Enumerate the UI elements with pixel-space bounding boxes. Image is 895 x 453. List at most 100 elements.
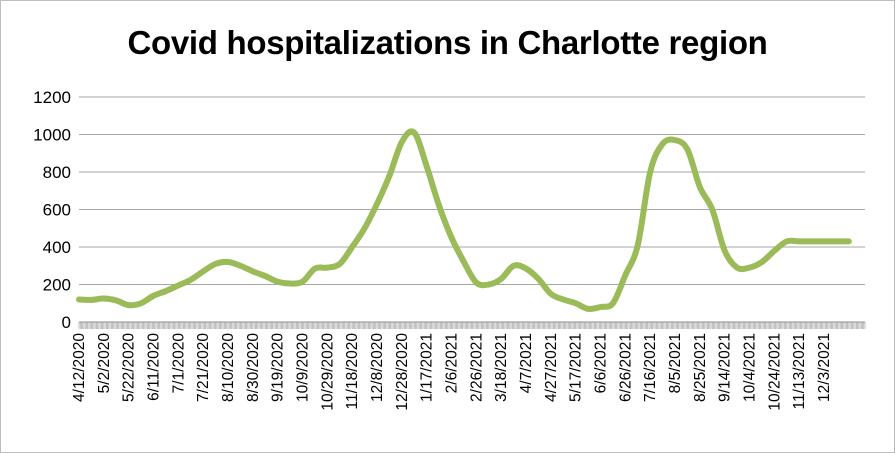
data-point: [699, 186, 701, 188]
y-tick-label: 200: [43, 276, 71, 295]
data-point: [562, 299, 564, 300]
x-tick-label: 8/30/2020: [245, 333, 262, 402]
x-tick-label: 7/21/2020: [195, 333, 212, 402]
data-point: [823, 240, 825, 242]
data-point: [500, 278, 502, 280]
data-point: [388, 175, 390, 177]
x-tick-label: 5/22/2020: [121, 333, 138, 402]
data-point: [600, 306, 602, 308]
x-tick-label: 12/8/2020: [369, 333, 386, 402]
data-point: [749, 267, 751, 269]
data-point: [227, 261, 229, 263]
x-tick-label: 12/3/2021: [816, 333, 833, 402]
data-point: [451, 237, 453, 239]
data-point: [190, 279, 192, 281]
data-point: [252, 270, 254, 272]
data-point: [488, 284, 490, 285]
data-point: [165, 290, 167, 292]
chart-title: Covid hospitalizations in Charlotte regi…: [127, 24, 768, 61]
x-tick-label: 4/12/2020: [71, 333, 88, 402]
x-tick-label: 6/11/2020: [146, 333, 163, 401]
data-point: [711, 209, 713, 210]
x-tick-label: 12/28/2020: [394, 333, 411, 411]
data-point: [612, 302, 614, 304]
data-point: [90, 299, 92, 301]
data-point: [277, 281, 279, 283]
x-tick-label: 5/17/2021: [568, 333, 585, 402]
data-point: [202, 270, 204, 272]
data-point: [177, 284, 179, 286]
x-axis: [78, 321, 866, 329]
grid-lines: [79, 96, 865, 323]
data-point: [351, 246, 353, 248]
x-tick-label: 7/1/2020: [170, 333, 187, 394]
data-point: [587, 308, 589, 310]
data-point: [463, 261, 465, 263]
series-layer: [76, 128, 852, 313]
y-tick-label: 400: [43, 238, 71, 257]
data-point: [302, 281, 304, 283]
data-point: [525, 268, 527, 270]
data-point: [239, 265, 241, 267]
data-point: [649, 171, 651, 173]
data-point: [115, 299, 117, 301]
data-point: [153, 295, 154, 297]
x-axis-minor-ticks: [78, 322, 866, 329]
x-tick-label: 7/16/2021: [642, 333, 659, 402]
data-point: [215, 263, 217, 265]
data-point: [624, 274, 626, 276]
series-line-0: [76, 128, 852, 313]
data-point: [513, 265, 515, 267]
data-point: [103, 298, 105, 300]
data-point: [761, 261, 763, 263]
data-point: [736, 267, 738, 269]
data-point: [835, 240, 837, 242]
data-point: [475, 282, 477, 284]
x-axis-tick-labels: 4/12/2020 5/2/2020 5/22/2020 6/11/2020 7/1/2…: [71, 333, 833, 411]
y-tick-label: 600: [43, 201, 71, 220]
data-point: [575, 302, 577, 304]
data-point: [798, 240, 800, 242]
data-point: [426, 165, 428, 167]
data-point: [786, 240, 788, 242]
y-axis-ticks: 0 200 400 600 800 1000 1200: [33, 88, 71, 332]
x-tick-label: 9/19/2020: [270, 333, 287, 402]
x-tick-label: 8/5/2021: [667, 333, 684, 393]
data-point: [326, 267, 328, 269]
x-tick-label: 4/7/2021: [518, 333, 535, 393]
x-tick-label: 10/24/2021: [766, 333, 783, 411]
x-tick-label: 3/18/2021: [493, 333, 510, 402]
x-tick-label: 8/25/2021: [692, 333, 709, 402]
data-point: [364, 227, 366, 229]
x-tick-label: 10/29/2020: [319, 333, 336, 411]
data-point: [773, 250, 775, 252]
data-point: [78, 299, 80, 300]
data-point: [537, 278, 539, 280]
data-point: [289, 283, 291, 285]
data-point: [550, 293, 552, 295]
y-tick-label: 800: [43, 163, 71, 182]
data-point: [848, 240, 850, 242]
y-tick-label: 0: [62, 313, 71, 332]
x-tick-label: 9/14/2021: [717, 333, 734, 402]
data-point: [438, 205, 440, 207]
y-tick-label: 1200: [33, 88, 71, 107]
data-point: [662, 143, 664, 145]
x-tick-label: 10/9/2020: [295, 333, 312, 402]
x-tick-label: 8/10/2020: [220, 333, 237, 402]
data-point: [339, 263, 341, 265]
y-tick-label: 1000: [33, 126, 71, 145]
data-point: [140, 302, 142, 304]
data-point: [724, 250, 726, 252]
x-tick-label: 6/26/2021: [617, 333, 634, 402]
data-point: [128, 304, 130, 306]
data-point: [637, 244, 639, 246]
data-point: [401, 141, 403, 143]
x-tick-label: 5/2/2020: [96, 333, 113, 394]
x-tick-label: 2/26/2021: [468, 333, 485, 402]
data-point: [811, 240, 813, 242]
data-point: [314, 268, 316, 270]
x-tick-label: 4/27/2021: [543, 333, 560, 402]
data-point: [264, 275, 266, 277]
